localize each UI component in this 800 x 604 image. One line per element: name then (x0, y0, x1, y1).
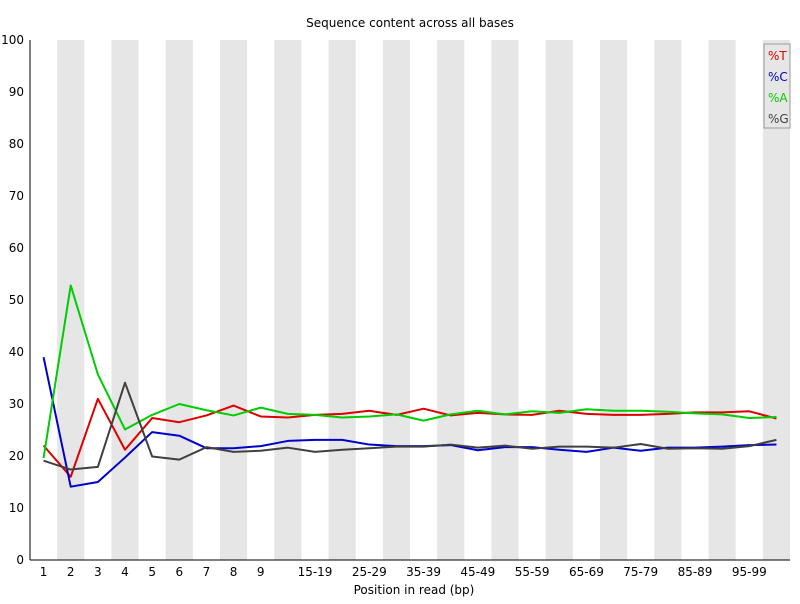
x-tick-label: 75-79 (623, 565, 658, 579)
x-tick-label: 85-89 (678, 565, 713, 579)
legend-item-c: %C (768, 70, 788, 84)
x-tick-label: 95-99 (732, 565, 767, 579)
band-25 (708, 40, 736, 560)
x-tick-label: 3 (94, 565, 102, 579)
band-23 (654, 40, 682, 560)
x-tick-label: 4 (121, 565, 129, 579)
band-1 (57, 40, 85, 560)
x-tick-label: 35-39 (406, 565, 441, 579)
x-tick-label: 55-59 (515, 565, 550, 579)
x-tick-label: 25-29 (352, 565, 387, 579)
axes (29, 40, 790, 561)
band-13 (382, 40, 410, 560)
y-tick-label: 60 (9, 241, 24, 255)
series-line-a (42, 284, 777, 459)
x-tick-label: 15-19 (298, 565, 333, 579)
x-tick-label: 7 (203, 565, 211, 579)
legend-item-a: %A (768, 91, 788, 105)
band-15 (437, 40, 465, 560)
x-tick-label: 9 (257, 565, 265, 579)
band-7 (220, 40, 248, 560)
x-tick-labels: 1 2 3 4 5 6 7 8 9 15-19 25-29 35-39 45-49 55-59 65-69 7… (40, 565, 767, 579)
y-tick-label: 90 (9, 85, 24, 99)
x-tick-label: 6 (175, 565, 183, 579)
y-tick-labels: 0 10 20 30 40 50 60 70 80 90 100 (1, 33, 24, 567)
y-tick-label: 100 (1, 33, 24, 47)
series-line-t (42, 397, 777, 478)
band-5 (165, 40, 193, 560)
band-21 (600, 40, 628, 560)
legend-item-t: %T (768, 49, 787, 63)
band-3 (111, 40, 139, 560)
y-tick-label: 40 (9, 345, 24, 359)
series-lines (42, 284, 777, 488)
legend: %T %C %A %G (763, 43, 791, 129)
band-11 (328, 40, 356, 560)
y-tick-label: 20 (9, 449, 24, 463)
x-axis-title: Position in read (bp) (354, 583, 475, 597)
x-tick-label: 8 (230, 565, 238, 579)
y-tick-label: 10 (9, 501, 24, 515)
x-tick-label: 45-49 (460, 565, 495, 579)
x-tick-label: 2 (67, 565, 75, 579)
y-tick-label: 0 (16, 553, 24, 567)
y-tick-label: 30 (9, 397, 24, 411)
y-tick-label: 70 (9, 189, 24, 203)
legend-box (763, 43, 791, 129)
band-9 (274, 40, 302, 560)
band-19 (545, 40, 573, 560)
background-bands (57, 40, 790, 560)
y-tick-label: 80 (9, 137, 24, 151)
x-tick-label: 65-69 (569, 565, 604, 579)
series-line-g (43, 381, 777, 471)
legend-item-g: %G (768, 112, 789, 126)
x-tick-label: 5 (148, 565, 156, 579)
band-17 (491, 40, 519, 560)
y-tick-label: 50 (9, 293, 24, 307)
x-tick-label: 1 (40, 565, 48, 579)
chart-title: Sequence content across all bases (306, 16, 514, 30)
